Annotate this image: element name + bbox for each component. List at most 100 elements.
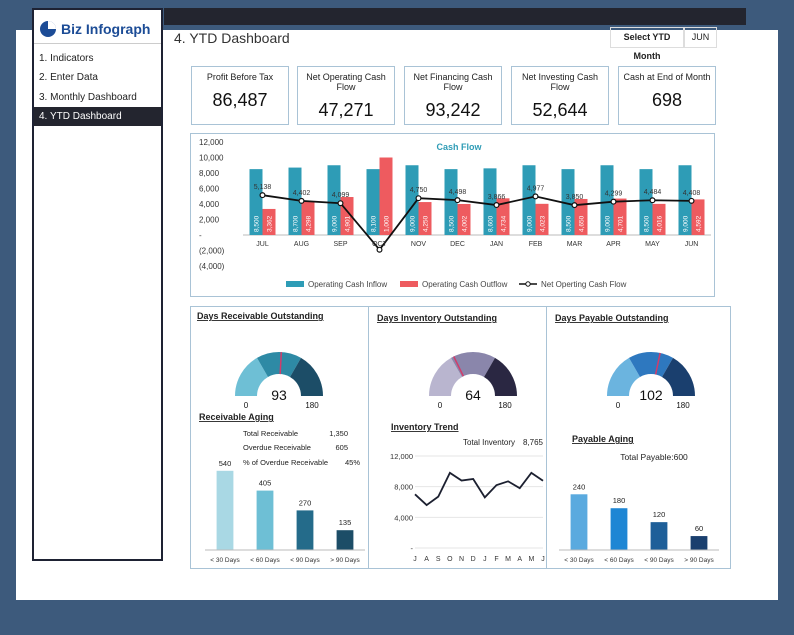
bar-outflow [262, 208, 276, 235]
x-tick-label: AUG [294, 241, 309, 248]
kpi-value: 93,242 [425, 100, 481, 120]
bar-inflow [444, 169, 458, 235]
bar-value-label: 60 [695, 524, 703, 533]
gauge-segment [257, 352, 301, 377]
y-tick-label: 12,000 [199, 138, 224, 147]
net-cash-flow-label: 4,977 [527, 185, 545, 192]
nav-item-monthly-dashboard[interactable]: 3. Monthly Dashboard [39, 92, 137, 103]
bar-label: 9,000 [410, 215, 417, 232]
x-tick-label: FEB [529, 241, 543, 248]
x-tick-label: > 90 Days [684, 557, 714, 564]
x-tick-label: < 30 Days [564, 557, 594, 564]
x-tick-label: SEP [333, 241, 347, 248]
bar-label: 8,600 [488, 215, 495, 232]
gauge-segment [607, 357, 640, 396]
x-tick-label: < 60 Days [250, 557, 280, 564]
x-tick-label: MAR [567, 241, 583, 248]
nav-item-ytd-dashboard[interactable]: 4. YTD Dashboard [34, 107, 161, 126]
legend-swatch-outflow [400, 281, 418, 287]
kpi-label: Net Investing Cash Flow [521, 72, 599, 92]
receivable-panel: Days Receivable Outstanding 93 0 180 Rec… [190, 306, 375, 569]
summary-label: Overdue Receivable [243, 443, 311, 452]
divider [34, 43, 161, 44]
x-tick-label: A [424, 556, 429, 563]
x-tick-label: D [471, 556, 476, 563]
kpi-card-cash-at-end-of-month: Cash at End of Month 698 [618, 66, 716, 125]
bar-label: 4,016 [657, 215, 664, 232]
logo[interactable]: Biz Infograph [40, 16, 150, 42]
bar-label: 4,298 [306, 215, 313, 232]
chart-title: Cash Flow [436, 142, 482, 152]
dro-gauge [235, 352, 323, 396]
dio-value: 64 [465, 387, 481, 403]
net-cash-flow-point [454, 197, 461, 204]
net-cash-flow-label: 4,750 [410, 187, 428, 194]
y-tick-label: - [199, 231, 202, 240]
y-tick-label: 4,000 [394, 513, 413, 522]
aging-bar [336, 530, 354, 550]
dpo-title: Days Payable Outstanding [555, 313, 669, 323]
inventory-trend-title: Inventory Trend [391, 422, 459, 432]
bar-outflow [535, 203, 549, 235]
kpi-card-net-financing-cash-flow: Net Financing Cash Flow 93,242 [404, 66, 502, 125]
gauge-segment [629, 352, 673, 377]
bar-value-label: 270 [299, 498, 312, 507]
bar-label: 9,000 [332, 215, 339, 232]
x-tick-label: < 60 Days [604, 557, 634, 564]
gauge-segment [429, 357, 462, 396]
aging-bar [610, 508, 628, 550]
nav-item-enter-data[interactable]: 2. Enter Data [39, 72, 98, 83]
bar-label: 8,500 [254, 215, 261, 232]
gauge-max: 180 [676, 401, 690, 410]
logo-text: Biz Infograph [61, 21, 151, 37]
payable-chart: Days Payable Outstanding 102 0 180 Payab… [555, 313, 719, 564]
y-tick-label: 8,000 [394, 483, 413, 492]
inventory-trend-line [414, 471, 544, 507]
summary-label: % of Overdue Receivable [243, 458, 328, 467]
x-tick-label: J [541, 556, 545, 563]
bar-label: 9,000 [605, 215, 612, 232]
kpi-value: 47,271 [318, 100, 374, 120]
net-cash-flow-line [262, 194, 692, 252]
x-tick-label: DEC [450, 241, 465, 248]
gauge-min: 0 [244, 401, 249, 410]
bar-inflow [327, 165, 341, 235]
ytd-month-select[interactable]: JUN [684, 27, 717, 48]
x-tick-label: S [436, 556, 441, 563]
payable-panel: Days Payable Outstanding 102 0 180 Payab… [546, 306, 731, 569]
x-tick-label: J [413, 556, 417, 563]
legend-swatch-inflow [286, 281, 304, 287]
x-tick-label: J [483, 556, 487, 563]
inventory-panel: Days Inventory Outstanding 64 0 180 Inve… [368, 306, 553, 569]
kpi-label: Cash at End of Month [623, 72, 711, 82]
y-tick-label: (2,000) [199, 247, 225, 256]
dro-value: 93 [271, 387, 287, 403]
legend-label: Operating Cash Inflow [308, 280, 387, 289]
aging-bar [216, 470, 234, 550]
bar-label: 4,701 [618, 215, 625, 232]
gauge-segment [484, 357, 517, 396]
total-inventory-label: Total Inventory [463, 438, 515, 447]
summary-value: 1,350 [329, 429, 348, 438]
net-cash-flow-label: 4,498 [449, 189, 467, 196]
aging-bar [296, 510, 314, 550]
gauge-needle [654, 352, 661, 375]
bar-label: 4,901 [345, 215, 352, 232]
net-cash-flow-point [649, 197, 656, 204]
y-tick-label: 10,000 [199, 154, 224, 163]
gauge-segment [662, 357, 695, 396]
payable-aging-title: Payable Aging [572, 434, 634, 444]
bar-inflow [249, 169, 263, 235]
net-cash-flow-label: 5,138 [254, 184, 272, 191]
nav-item-indicators[interactable]: 1. Indicators [39, 53, 94, 64]
bar-outflow [457, 203, 471, 235]
bar-value-label: 135 [339, 518, 352, 527]
bar-value-label: 120 [653, 510, 666, 519]
bar-outflow [691, 199, 705, 235]
cash-flow-chart: Cash Flow 12,000 10,000 8,000 6,000 4,000 2,0… [199, 138, 711, 289]
bar-label: 4,592 [696, 215, 703, 232]
net-cash-flow-label: 4,402 [293, 190, 311, 197]
x-tick-label: JUL [256, 241, 269, 248]
bar-value-label: 240 [573, 482, 586, 491]
bar-inflow [483, 168, 497, 235]
